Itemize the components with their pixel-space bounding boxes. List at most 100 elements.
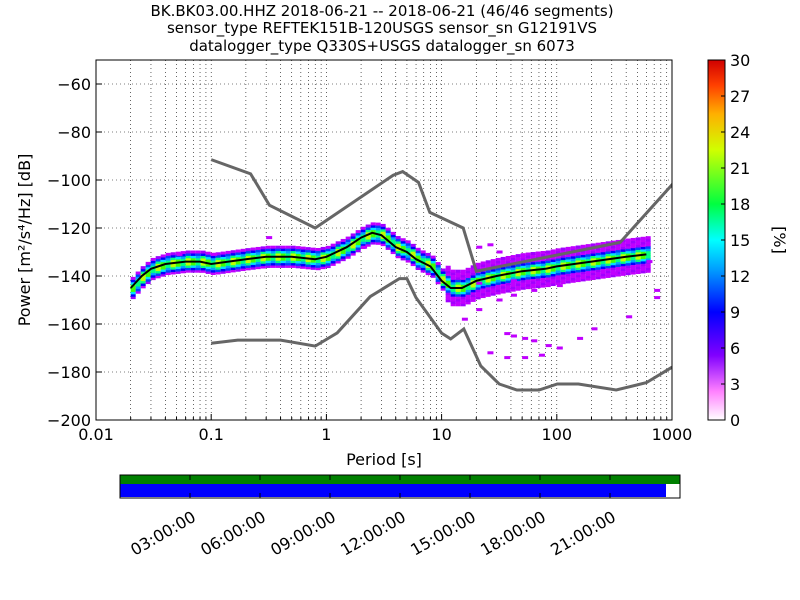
heatmap-cell [640, 270, 646, 274]
heatmap-cell [360, 238, 366, 242]
heatmap-cell [185, 257, 191, 261]
heatmap-cell [500, 280, 506, 284]
heatmap-cell [385, 227, 391, 231]
heatmap-cell [535, 282, 541, 286]
heatmap-cell [577, 336, 584, 340]
heatmap-cell [515, 263, 521, 267]
heatmap-cell [455, 279, 461, 283]
heatmap-cell [365, 229, 371, 233]
heatmap-cell [475, 262, 481, 266]
heatmap-cell [550, 283, 556, 287]
heatmap-cell [585, 270, 591, 274]
heatmap-cell [405, 240, 411, 244]
heatmap-cell [635, 256, 641, 260]
heatmap-cell [605, 270, 611, 274]
heatmap-cell [475, 277, 481, 281]
heatmap-cell [370, 227, 376, 231]
heatmap-cell [520, 255, 526, 259]
heatmap-cell [240, 268, 246, 272]
heatmap-cell [425, 267, 431, 271]
heatmap-cell [290, 245, 296, 249]
heatmap-cell [590, 253, 596, 257]
heatmap-cell [360, 233, 366, 237]
heatmap-cell [550, 256, 556, 260]
heatmap-cell [165, 267, 171, 271]
heatmap-cell [325, 260, 331, 264]
heatmap-cell [355, 246, 361, 250]
heatmap-cell [555, 262, 561, 266]
heatmap-cell [345, 253, 351, 257]
heatmap-cell [560, 261, 566, 265]
heatmap-cell [545, 284, 551, 288]
heatmap-cell [195, 269, 201, 273]
heatmap-cell [480, 287, 486, 291]
heatmap-cell [605, 250, 611, 254]
heatmap-cell [615, 251, 621, 255]
heatmap-cell [260, 260, 266, 264]
heatmap-cell [625, 243, 631, 247]
heatmap-cell [550, 268, 556, 272]
heatmap-cell [580, 259, 586, 263]
y-axis-label: Power [m²/s⁴/Hz] [dB] [15, 154, 34, 327]
heatmap-cell [615, 259, 621, 263]
heatmap-cell [635, 239, 641, 243]
heatmap-cell [515, 278, 521, 282]
heatmap-cell [215, 254, 221, 258]
heatmap-cell [605, 248, 611, 252]
heatmap-cell [145, 264, 151, 268]
heatmap-cell [195, 262, 201, 266]
heatmap-cell [470, 286, 476, 290]
heatmap-cell [425, 257, 431, 261]
heatmap-cell [375, 222, 381, 226]
heatmap-cell [415, 257, 421, 261]
heatmap-cell [505, 284, 511, 288]
heatmap-cell [580, 244, 586, 248]
heatmap-cell [155, 268, 161, 272]
heatmap-cell [450, 303, 456, 307]
heatmap-cell [575, 267, 581, 271]
heatmap-cell [145, 271, 151, 275]
heatmap-cell [555, 279, 561, 283]
heatmap-cell [525, 254, 531, 258]
heatmap-cell [175, 263, 181, 267]
heatmap-cell [565, 273, 571, 277]
heatmap-cell [145, 276, 151, 280]
heatmap-cell [330, 258, 336, 262]
heatmap-cell [590, 277, 596, 281]
heatmap-cell [195, 257, 201, 261]
heatmap-cell [390, 251, 396, 255]
heatmap-cell [630, 266, 636, 270]
heatmap-cell [620, 272, 626, 276]
heatmap-cell [205, 258, 211, 262]
heatmap-cell [445, 289, 451, 293]
x-tick-label: 10 [431, 425, 451, 444]
heatmap-cell [155, 263, 161, 267]
heatmap-cell [585, 258, 591, 262]
heatmap-cell [150, 262, 156, 266]
heatmap-cell [455, 284, 461, 288]
heatmap-cell [625, 238, 631, 242]
heatmap-cell [410, 243, 416, 247]
heatmap-cell [450, 274, 456, 278]
heatmap-cell [390, 234, 396, 238]
heatmap-cell [570, 267, 576, 271]
heatmap-cell [530, 283, 536, 287]
heatmap-cell [215, 259, 221, 263]
heatmap-cell [370, 236, 376, 240]
heatmap-cell [230, 264, 236, 268]
heatmap-cell [335, 241, 341, 245]
heatmap-cell [320, 246, 326, 250]
heatmap-cell [455, 296, 461, 300]
heatmap-cell [405, 257, 411, 261]
heatmap-cell [525, 266, 531, 270]
heatmap-cell [150, 272, 156, 276]
heatmap-cell [615, 266, 621, 270]
heatmap-cell [235, 268, 241, 272]
heatmap-cell [300, 261, 306, 265]
heatmap-cell [505, 267, 511, 271]
heatmap-cell [500, 259, 506, 263]
chart-title-line3: datalogger_type Q330S+USGS datalogger_sn… [189, 37, 575, 56]
heatmap-cell [605, 253, 611, 257]
heatmap-cell [620, 268, 626, 272]
